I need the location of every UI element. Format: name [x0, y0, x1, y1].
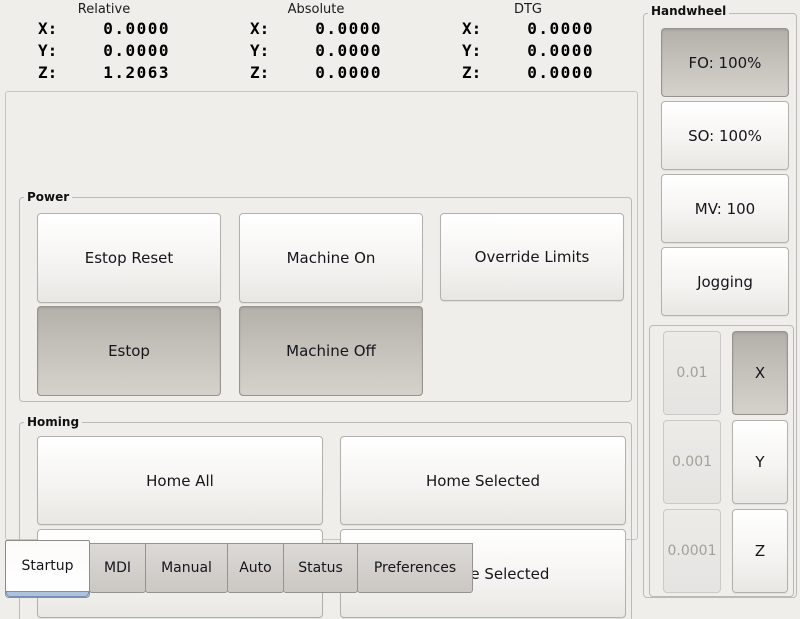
tab-startup[interactable]: Startup [5, 540, 90, 598]
axis-value: 0.0000 [315, 41, 382, 60]
dro-absolute-z: Z: 0.0000 [250, 62, 382, 84]
tab-auto[interactable]: Auto [227, 543, 284, 593]
dro-dtg-x: X: 0.0000 [462, 18, 594, 40]
increment-0-0001-button[interactable]: 0.0001 [663, 509, 721, 593]
dro-column-absolute: Absolute X: 0.0000 Y: 0.0000 Z: 0.0000 [250, 2, 382, 84]
active-tab-indicator [6, 591, 89, 597]
feed-override-button[interactable]: FO: 100% [661, 28, 789, 97]
power-frame-label: Power [24, 190, 73, 204]
notebook-page: Power Estop Reset Machine On Override Li… [5, 91, 638, 619]
estop-reset-button[interactable]: Estop Reset [37, 213, 221, 303]
axis-value: 0.0000 [527, 19, 594, 38]
dro-header-relative: Relative [77, 2, 131, 17]
dro-column-relative: Relative X: 0.0000 Y: 0.0000 Z: 1.2063 [38, 2, 170, 84]
axis-label: Y: [38, 41, 58, 60]
handwheel-frame-label: Handwheel [648, 4, 730, 18]
axis-value: 0.0000 [315, 19, 382, 38]
machine-off-button[interactable]: Machine Off [239, 306, 423, 396]
axis-value: 0.0000 [103, 41, 170, 60]
max-velocity-button[interactable]: MV: 100 [661, 174, 789, 243]
increment-0-01-button[interactable]: 0.01 [663, 331, 721, 415]
axis-label: Y: [250, 41, 270, 60]
tab-manual-label: Manual [161, 560, 212, 576]
axis-value: 0.0000 [103, 19, 170, 38]
tab-startup-label: Startup [21, 558, 74, 574]
axis-value: 0.0000 [315, 63, 382, 82]
axis-label: Z: [250, 63, 270, 82]
dro-header-dtg: DTG [513, 2, 543, 17]
tab-preferences[interactable]: Preferences [357, 543, 473, 593]
dro-relative-x: X: 0.0000 [38, 18, 170, 40]
axis-z-button[interactable]: Z [732, 509, 788, 593]
home-all-button[interactable]: Home All [37, 436, 323, 525]
axis-value: 1.2063 [103, 63, 170, 82]
jog-increment-axis-frame: 0.01 0.001 0.0001 X Y Z [649, 325, 794, 597]
dro-absolute-y: Y: 0.0000 [250, 40, 382, 62]
tab-mdi-label: MDI [104, 560, 131, 576]
spindle-override-button[interactable]: SO: 100% [661, 101, 789, 170]
dro-relative-y: Y: 0.0000 [38, 40, 170, 62]
axis-value: 0.0000 [527, 63, 594, 82]
dro-relative-z: Z: 1.2063 [38, 62, 170, 84]
tab-status[interactable]: Status [283, 543, 358, 593]
dro-header-absolute: Absolute [287, 2, 345, 17]
home-selected-button[interactable]: Home Selected [340, 436, 626, 525]
handwheel-frame: FO: 100% SO: 100% MV: 100 Jogging 0.01 0… [643, 13, 797, 598]
axis-y-button[interactable]: Y [732, 420, 788, 504]
dro-absolute-x: X: 0.0000 [250, 18, 382, 40]
dro-column-dtg: DTG X: 0.0000 Y: 0.0000 Z: 0.0000 [462, 2, 594, 84]
dro-dtg-z: Z: 0.0000 [462, 62, 594, 84]
power-frame: Power Estop Reset Machine On Override Li… [19, 190, 632, 402]
axis-x-button[interactable]: X [732, 331, 788, 415]
axis-label: Z: [462, 63, 482, 82]
homing-frame-label: Homing [24, 415, 83, 429]
tab-status-label: Status [298, 560, 343, 576]
increment-0-001-button[interactable]: 0.001 [663, 420, 721, 504]
axis-label: Y: [462, 41, 482, 60]
tab-preferences-label: Preferences [373, 560, 457, 576]
bottom-tab-bar: Startup MDI Manual Auto Status Preferenc… [5, 540, 473, 598]
axis-label: X: [462, 19, 482, 38]
axis-label: X: [38, 19, 58, 38]
axis-value: 0.0000 [527, 41, 594, 60]
tab-manual[interactable]: Manual [145, 543, 228, 593]
override-limits-button[interactable]: Override Limits [440, 213, 624, 301]
axis-label: Z: [38, 63, 58, 82]
axis-label: X: [250, 19, 270, 38]
tab-auto-label: Auto [239, 560, 272, 576]
machine-on-button[interactable]: Machine On [239, 213, 423, 303]
estop-button[interactable]: Estop [37, 306, 221, 396]
dro-dtg-y: Y: 0.0000 [462, 40, 594, 62]
jogging-button[interactable]: Jogging [661, 247, 789, 316]
tab-mdi[interactable]: MDI [89, 543, 146, 593]
